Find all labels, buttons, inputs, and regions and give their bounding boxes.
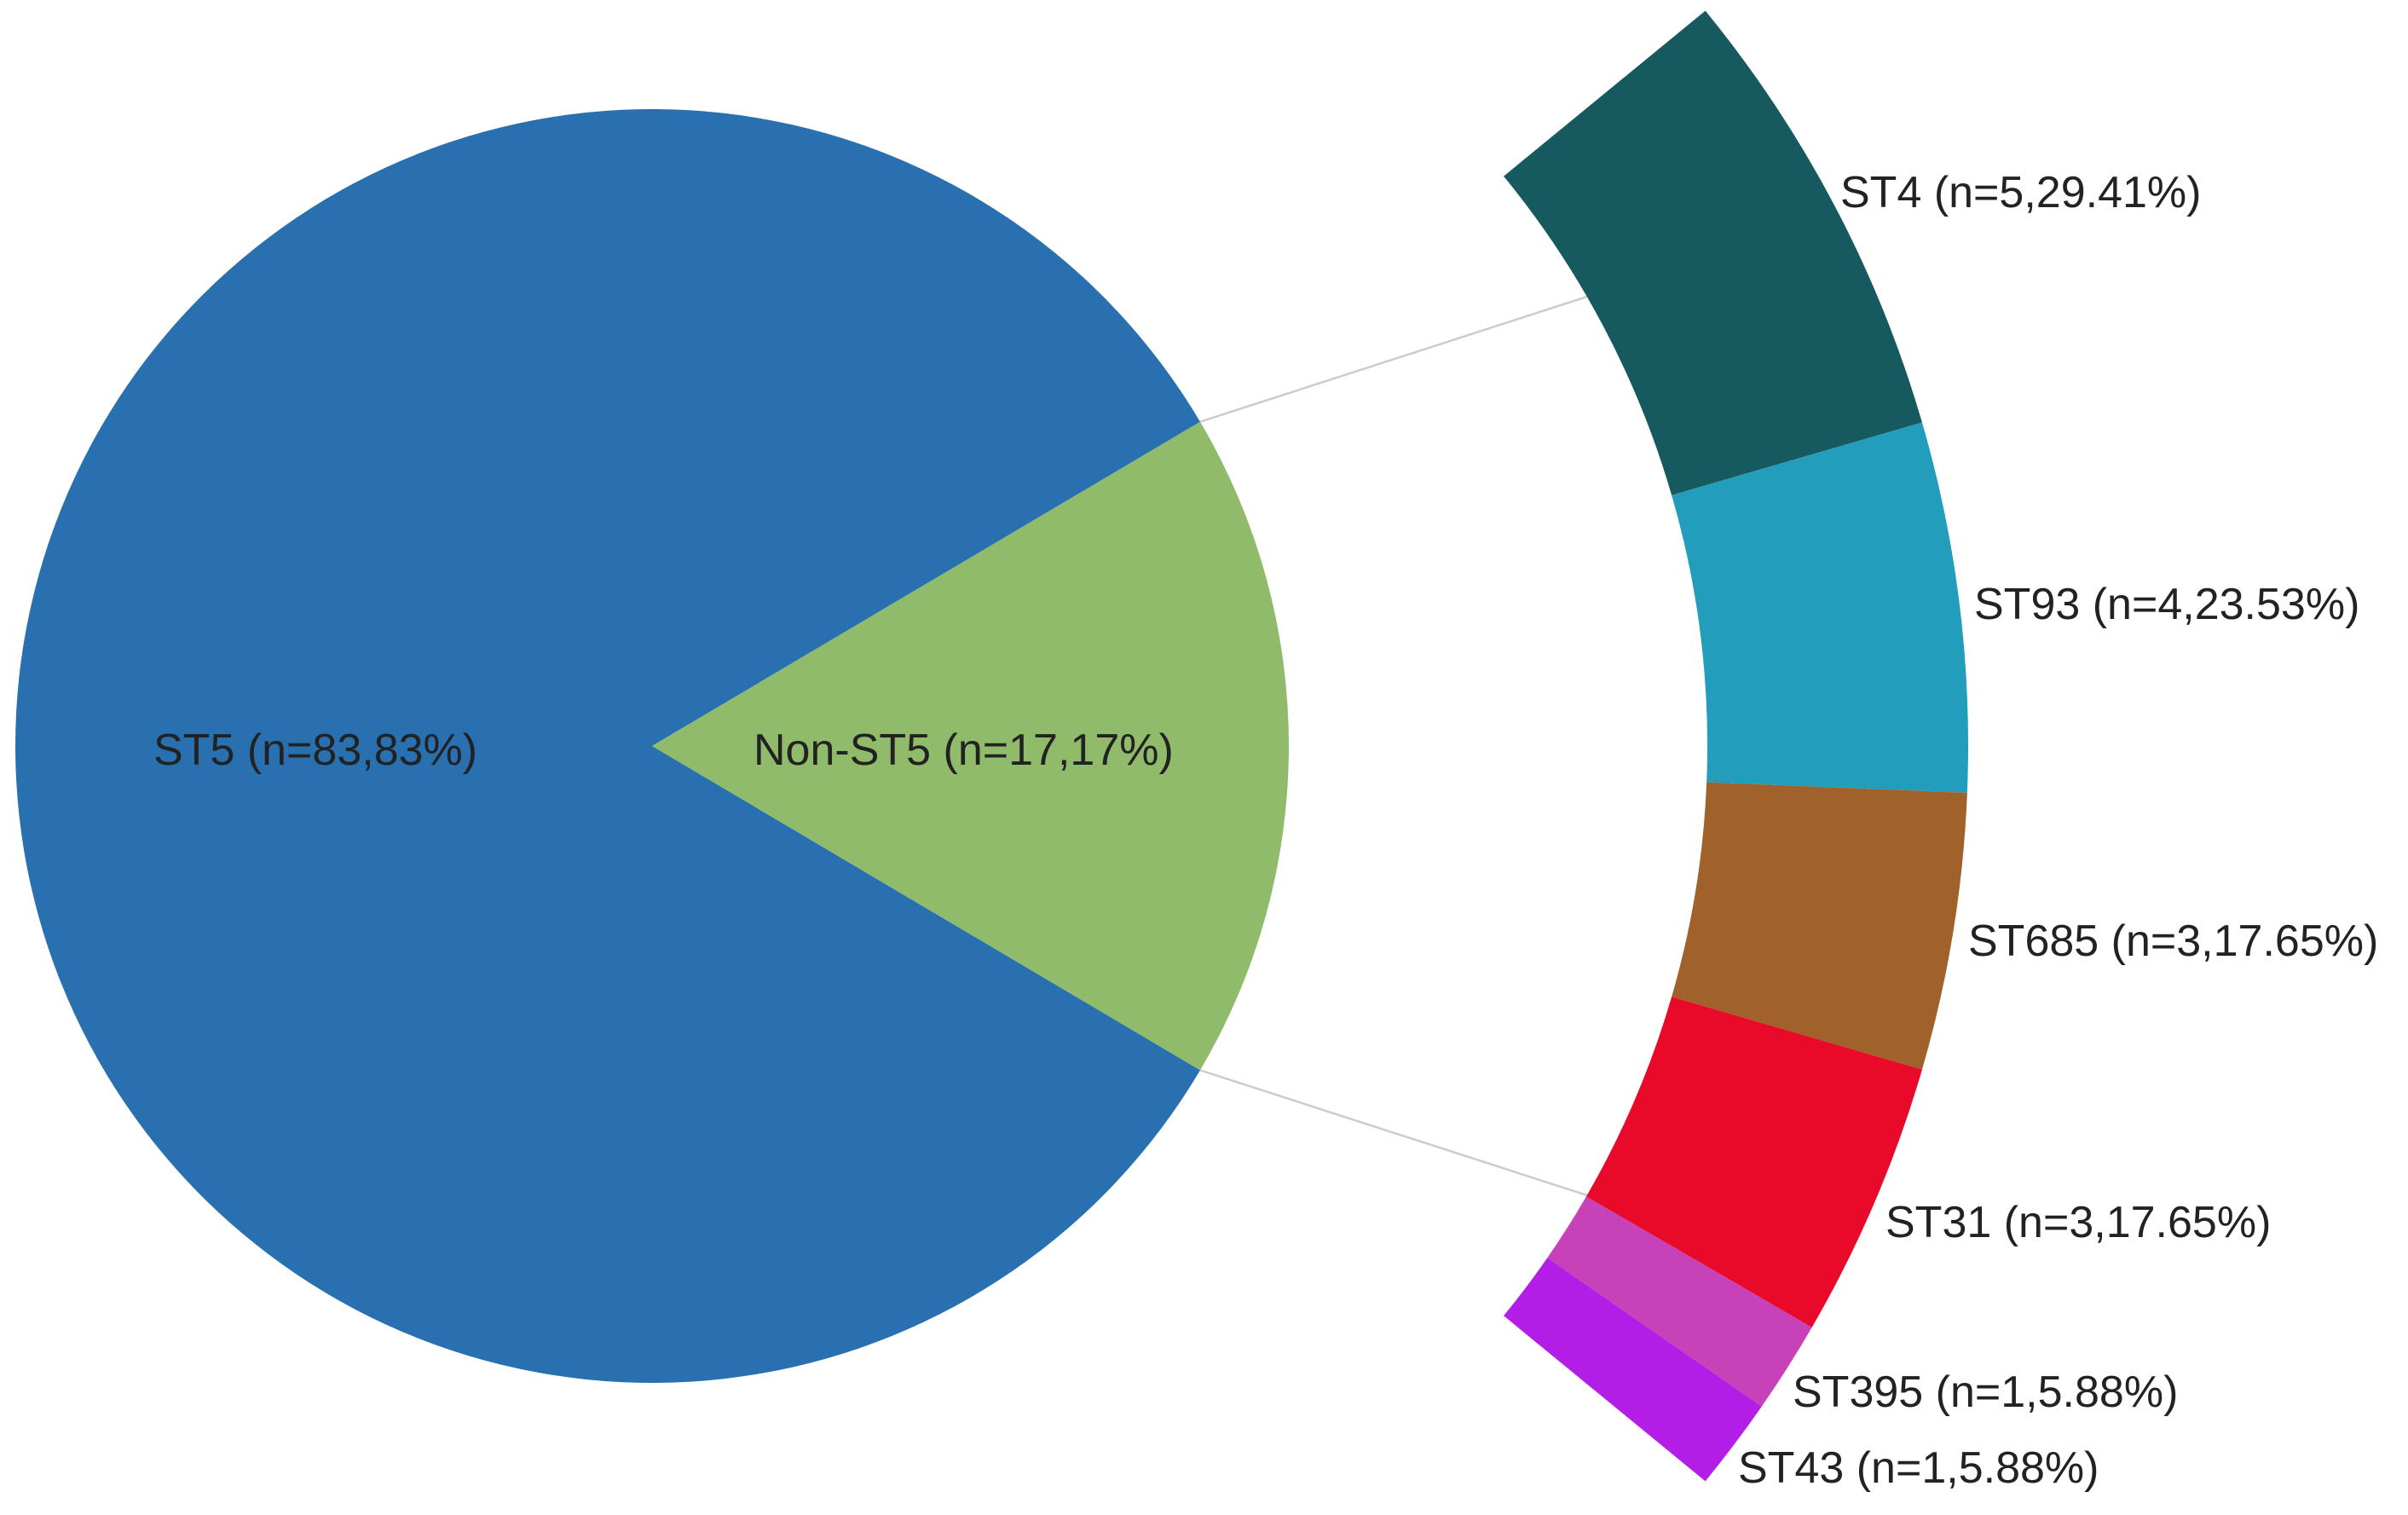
ring-segment-st31 <box>1585 997 1922 1327</box>
ring-label-st31: ST31 (n=3,17.65%) <box>1885 1198 2271 1247</box>
slice-label-non-st5: Non-ST5 (n=17,17%) <box>754 726 1174 775</box>
ring-segment-st43 <box>1504 1258 1762 1482</box>
breakdown-ring <box>1504 10 1968 1482</box>
ring-segment-st4 <box>1504 10 1922 495</box>
pie-slice-st5 <box>14 108 1200 1384</box>
pie-slice-non-st5 <box>652 421 1289 1071</box>
ring-segment-st93 <box>1672 422 1968 793</box>
connector-line-bottom <box>1199 1069 1588 1197</box>
ring-label-st685: ST685 (n=3,17.65%) <box>1968 917 2378 966</box>
slice-labels: ST5 (n=83,83%) Non-ST5 (n=17,17%) ST4 (n… <box>153 168 2378 1493</box>
ring-label-st43: ST43 (n=1,5.88%) <box>1738 1443 2099 1493</box>
connector-lines <box>1199 295 1588 1197</box>
ring-label-st395: ST395 (n=1,5.88%) <box>1793 1368 2178 1417</box>
ring-label-st4: ST4 (n=5,29.41%) <box>1840 168 2201 217</box>
connector-line-top <box>1199 295 1588 423</box>
slice-label-st5: ST5 (n=83,83%) <box>153 726 477 775</box>
ring-label-st93: ST93 (n=4,23.53%) <box>1974 580 2359 629</box>
main-pie <box>14 108 1289 1384</box>
ring-segment-st685 <box>1672 782 1967 1070</box>
ring-segment-st395 <box>1547 1196 1812 1407</box>
